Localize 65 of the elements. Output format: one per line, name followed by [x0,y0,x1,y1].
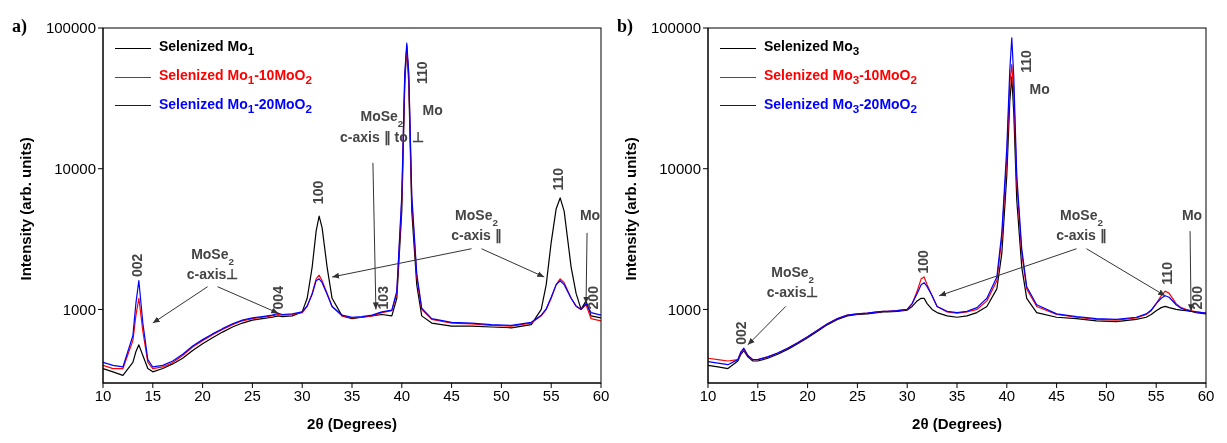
annotation: MoSe$_{2}$ [191,245,235,267]
y-tick-label: 10000 [54,160,96,178]
x-tick-label: 30 [898,386,916,404]
annotation: Mo [579,207,601,224]
y-tick-label: 10000 [659,160,701,178]
x-tick-label: 20 [799,386,816,404]
annotation: Mo [1029,80,1050,97]
annotation: c-axis⊥ [186,265,239,282]
annotation: MoSe$_{2}$ [1060,207,1104,228]
annotation: MoSe$_{2}$ [360,107,404,129]
x-tick-label: 35 [343,386,361,404]
annotation: MoSe$_{2}$ [771,264,815,285]
y-axis-title: Intensity (arb. units) [17,137,35,281]
x-tick-label: 50 [1098,386,1115,404]
x-tick-label: 45 [443,386,460,404]
x-tick-label: 15 [144,386,162,404]
x-tick-label: 60 [592,386,610,404]
annotation: 002 [128,253,145,277]
annotation: 110 [1017,50,1034,73]
annotation: 110 [550,167,567,191]
x-tick-label: 45 [1048,386,1065,404]
x-tick-label: 15 [749,386,767,404]
legend-label: Selenized Mo$_{3}$-10MoO$_{2}$ [764,65,917,88]
x-tick-label: 60 [1197,386,1215,404]
annotation: 200 [1189,285,1206,310]
legend-label: Selenized Mo$_{3}$ [764,37,860,59]
x-tick-label: 30 [293,386,311,404]
x-axis-title: 2θ (Degrees) [912,415,1002,432]
chart-title: b) [617,16,634,37]
x-tick-label: 35 [948,386,966,404]
x-tick-label: 10 [94,386,112,404]
x-tick-label: 25 [849,386,866,404]
y-tick-label: 100000 [650,19,701,37]
legend-label: Selenized Mo$_{3}$-20MoO$_{2}$ [764,94,917,117]
y-tick-label: 1000 [667,300,701,318]
y-tick-label: 1000 [62,300,96,318]
annotation: MoSe$_{2}$ [455,207,499,228]
x-tick-label: 40 [998,386,1016,404]
x-tick-label: 55 [1147,386,1165,404]
legend-label: Selenized Mo$_{1}$-10MoO$_{2}$ [159,65,312,88]
annotation: c-axis ∥ [451,227,502,245]
annotation: 100 [310,180,327,205]
annotation: 004 [270,285,287,310]
annotation: 200 [585,285,602,310]
legend-label: Selenized Mo$_{1}$-20MoO$_{2}$ [159,94,312,117]
annotation: 103 [374,285,391,310]
x-tick-label: 25 [244,386,261,404]
x-tick-label: 10 [699,386,717,404]
x-tick-label: 20 [194,386,211,404]
annotation: c-axis⊥ [766,283,819,300]
y-tick-label: 100000 [45,19,96,37]
chart-title: a) [12,16,27,37]
x-axis-title: 2θ (Degrees) [307,415,397,432]
annotation: c-axis ∥ [1056,227,1107,245]
annotation: 110 [413,61,430,84]
annotation: 100 [915,249,932,274]
x-tick-label: 50 [493,386,510,404]
legend-label: Selenized Mo$_{1}$ [159,37,255,59]
y-axis-title: Intensity (arb. units) [622,137,640,281]
x-tick-label: 40 [393,386,411,404]
annotation: 110 [1159,261,1176,285]
annotation: Mo [1181,207,1203,224]
annotation: 002 [732,321,749,345]
annotation: Mo [422,102,443,119]
x-tick-label: 55 [542,386,560,404]
